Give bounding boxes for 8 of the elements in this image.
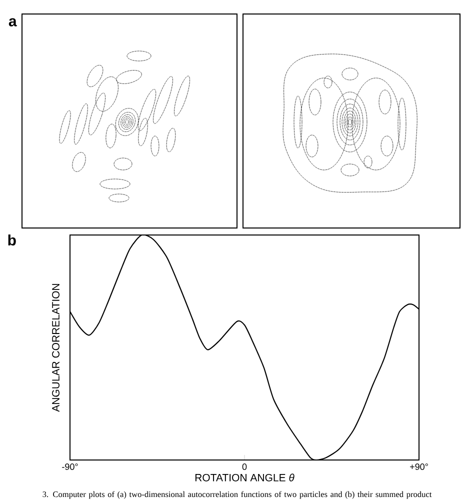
y-axis-title: ANGULAR CORRELATION [52, 284, 60, 412]
x-tick-label: -90° [62, 464, 78, 470]
x-tick-label: 0 [242, 464, 247, 470]
x-axis-title: ROTATION ANGLE θ [195, 474, 294, 482]
text: 3. Computer plots of (a) two-dimensional autocorrelation functions of two particles and (b) their summed product [42, 491, 432, 499]
x-tick-label: +90° [410, 464, 428, 470]
chart-title: b [8, 234, 16, 246]
text: a [8, 18, 17, 26]
